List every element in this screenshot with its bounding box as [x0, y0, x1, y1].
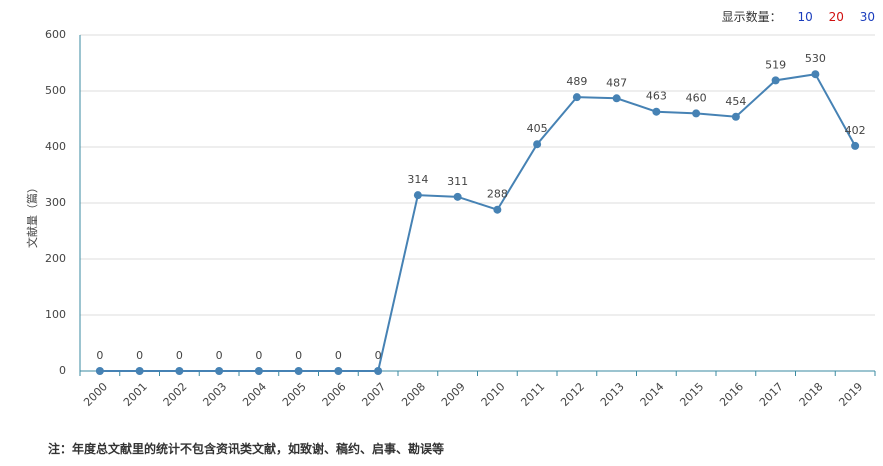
data-label: 0	[335, 349, 342, 362]
count-option[interactable]: 20	[828, 10, 844, 24]
point	[851, 141, 860, 150]
data-label: 0	[255, 349, 262, 362]
y-tick-label: 400	[45, 140, 66, 153]
data-label: 489	[566, 75, 587, 88]
data-label: 288	[487, 188, 508, 201]
data-label: 0	[136, 349, 143, 362]
x-tick-label: 2005	[280, 380, 309, 409]
display-count: 显示数量： 10 20 30	[722, 8, 875, 25]
data-label: 0	[176, 349, 183, 362]
y-tick-label: 200	[45, 252, 66, 265]
display-count-label: 显示数量：	[721, 10, 782, 24]
point	[374, 367, 383, 375]
data-label: 460	[686, 91, 707, 104]
point	[135, 367, 144, 375]
point	[652, 107, 661, 116]
y-tick-label: 100	[45, 308, 66, 321]
point	[294, 367, 303, 375]
data-label: 405	[527, 122, 548, 135]
line	[99, 73, 856, 372]
y-tick-label: 300	[45, 196, 66, 209]
x-tick-label: 2006	[320, 380, 349, 409]
data-label: 454	[725, 95, 746, 108]
x-tick-label: 2016	[717, 380, 746, 409]
point	[95, 367, 104, 375]
x-tick-label: 2011	[518, 380, 547, 409]
point	[493, 205, 502, 214]
x-tick-label: 2017	[757, 380, 786, 409]
data-label: 402	[845, 124, 866, 137]
x-tick-label: 2019	[836, 380, 865, 409]
data-label: 530	[805, 52, 826, 65]
point	[731, 112, 740, 121]
x-tick-label: 2014	[638, 380, 667, 409]
point	[771, 76, 780, 85]
data-label: 463	[646, 90, 667, 103]
y-axis-label: 文献量（篇）	[25, 182, 39, 248]
point	[572, 93, 581, 102]
point	[334, 367, 343, 375]
data-label: 519	[765, 58, 786, 71]
data-label: 0	[375, 349, 382, 362]
x-tick-label: 2003	[200, 380, 229, 409]
x-tick-label: 2010	[479, 380, 508, 409]
x-tick-label: 2018	[797, 380, 826, 409]
point	[215, 367, 224, 375]
y-tick-label: 500	[45, 84, 66, 97]
x-tick-label: 2008	[399, 380, 428, 409]
x-tick-label: 2002	[161, 380, 190, 409]
count-option[interactable]: 30	[859, 10, 875, 24]
x-tick-label: 2004	[240, 380, 269, 409]
data-label: 487	[606, 76, 627, 89]
footnote: 注：年度总文献里的统计不包含资讯类文献，如致谢、稿约、启事、勘误等	[48, 442, 445, 456]
x-tick-label: 2007	[359, 380, 388, 409]
point	[811, 70, 820, 79]
point	[254, 367, 263, 375]
x-tick-label: 2012	[558, 380, 587, 409]
data-label: 0	[96, 349, 103, 362]
point	[413, 191, 422, 200]
data-label: 0	[295, 349, 302, 362]
point	[612, 94, 621, 103]
point	[692, 109, 701, 118]
data-label: 311	[447, 175, 468, 188]
x-tick-label: 2015	[677, 380, 706, 409]
y-tick-label: 600	[45, 28, 66, 41]
x-tick-label: 2009	[439, 380, 468, 409]
count-option[interactable]: 10	[797, 10, 813, 24]
point	[175, 367, 184, 375]
y-tick-label: 0	[59, 364, 66, 377]
x-tick-label: 2001	[121, 380, 150, 409]
data-label: 314	[407, 173, 428, 186]
x-tick-label: 2000	[81, 380, 110, 409]
x-tick-label: 2013	[598, 380, 627, 409]
point	[533, 140, 542, 149]
data-label: 0	[216, 349, 223, 362]
point	[453, 192, 462, 201]
